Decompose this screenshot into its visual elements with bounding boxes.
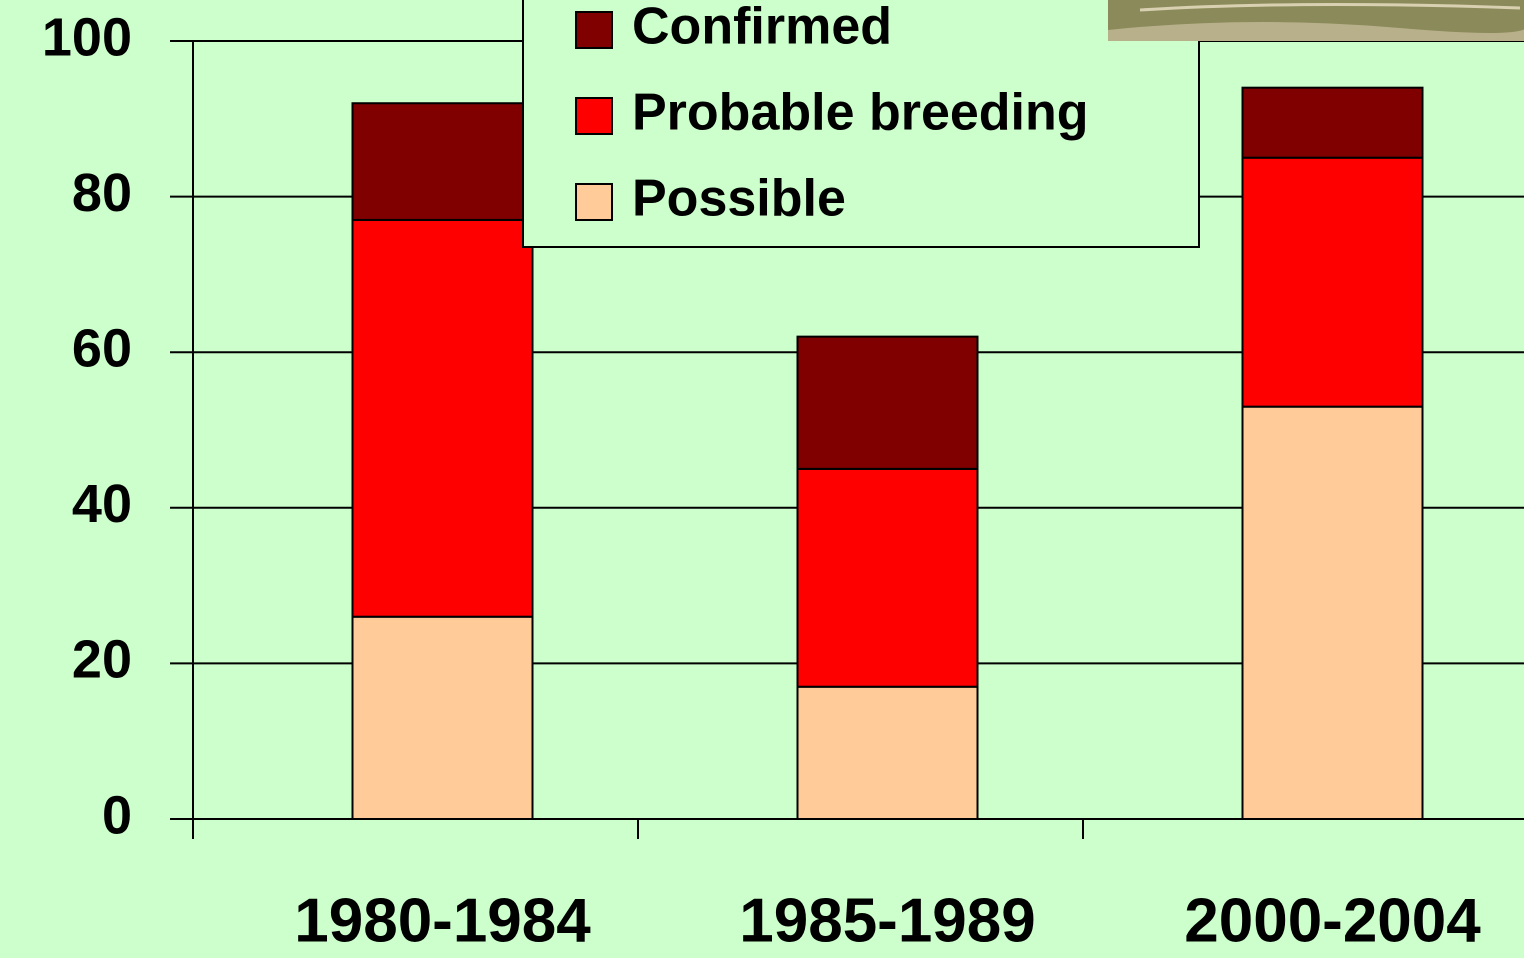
bar-segment: [351, 615, 534, 820]
x-tick-label: 1985-1989: [739, 886, 1036, 955]
y-tick-label: 80: [72, 163, 132, 223]
bar-segment: [1241, 156, 1424, 408]
bar-segment: [1241, 405, 1424, 820]
y-tick-label: 40: [72, 474, 132, 534]
legend-swatch: [575, 183, 613, 221]
photo-fragment: [1108, 0, 1524, 41]
legend-label: Possible: [632, 170, 846, 228]
legend-swatch: [575, 97, 613, 135]
y-tick-label: 100: [42, 7, 132, 67]
legend-label: Probable breeding: [632, 84, 1089, 142]
bar-segment: [1241, 86, 1424, 159]
y-tick-label: 0: [102, 785, 132, 845]
x-tick-label: 1980-1984: [294, 886, 591, 955]
bar-segment: [351, 102, 534, 221]
bar-segment: [796, 467, 979, 688]
legend-label: Confirmed: [632, 0, 892, 56]
x-tick-label: 2000-2004: [1184, 886, 1481, 955]
bar-segment: [796, 335, 979, 470]
y-tick-label: 60: [72, 318, 132, 378]
y-tick-label: 20: [72, 630, 132, 690]
bar-segment: [796, 685, 979, 820]
legend-box: [522, 0, 1200, 248]
legend-swatch: [575, 11, 613, 49]
bar-segment: [351, 218, 534, 618]
